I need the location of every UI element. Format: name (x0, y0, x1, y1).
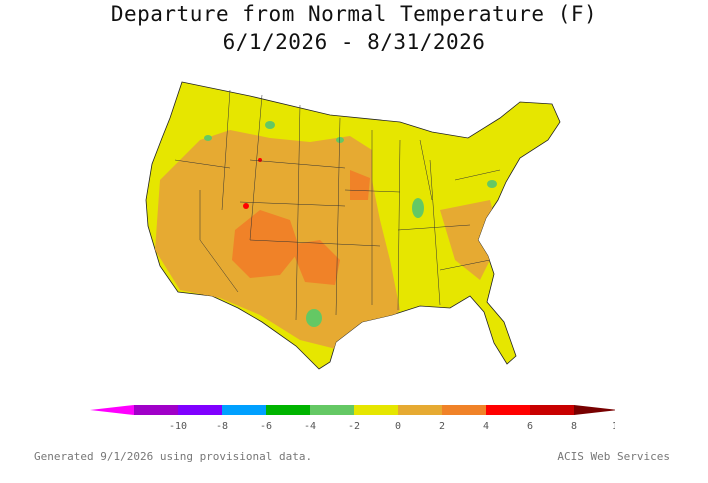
plus8-hotspot-idaho (258, 158, 262, 162)
credit-label: ACIS Web Services (557, 450, 670, 463)
date-range-subtitle: 6/1/2026 - 8/31/2026 (222, 30, 486, 54)
near-normal-patch-west (204, 135, 212, 141)
legend-tick-label: -8 (216, 421, 228, 432)
legend-overflow-arrow (574, 405, 618, 415)
plus6-anomaly-plains (350, 170, 370, 200)
near-normal-patch-montana (265, 121, 275, 129)
us-map-svg (145, 81, 561, 370)
legend-tick-label: 2 (439, 421, 445, 432)
legend-color-box (266, 405, 310, 415)
legend-tick-label: -6 (260, 421, 272, 432)
temperature-departure-map (0, 60, 708, 390)
legend-color-box (354, 405, 398, 415)
plus8-hotspot-utah (243, 203, 249, 209)
legend-color-box (222, 405, 266, 415)
legend-color-box (398, 405, 442, 415)
legend-color-box (178, 405, 222, 415)
map-title: Departure from Normal Temperature (F) (110, 2, 598, 26)
legend-tick-label: 6 (527, 421, 533, 432)
near-normal-patch-northeast (487, 180, 497, 188)
near-normal-patch-texas (306, 309, 322, 327)
legend-tick-label: -10 (169, 421, 187, 432)
near-normal-patch-midwest (412, 198, 424, 218)
plus6-anomaly-southwest (232, 210, 300, 278)
legend-tick-label: 10 (612, 421, 615, 432)
legend-color-box (442, 405, 486, 415)
near-normal-patch-dakotas (336, 137, 344, 143)
legend-tick-label: -4 (304, 421, 316, 432)
legend-color-box (486, 405, 530, 415)
legend-tick-label: 0 (395, 421, 401, 432)
generated-note: Generated 9/1/2026 using provisional dat… (34, 450, 313, 463)
legend-colorbar: -10 -8 -6 -4 -2 0 2 4 6 8 10 (90, 405, 624, 432)
legend-tick-label: -2 (348, 421, 360, 432)
legend-color-box (134, 405, 178, 415)
legend-underflow-arrow (90, 405, 134, 415)
legend-tick-label: 8 (571, 421, 577, 432)
plus6-anomaly-texas (290, 240, 340, 285)
legend-color-box (530, 405, 574, 415)
plus4-anomaly-southeast (440, 200, 500, 280)
legend-tick-label: 4 (483, 421, 489, 432)
color-legend: -10 -8 -6 -4 -2 0 2 4 6 8 10 (90, 403, 624, 443)
legend-color-box (310, 405, 354, 415)
state-boundaries (174, 89, 501, 321)
